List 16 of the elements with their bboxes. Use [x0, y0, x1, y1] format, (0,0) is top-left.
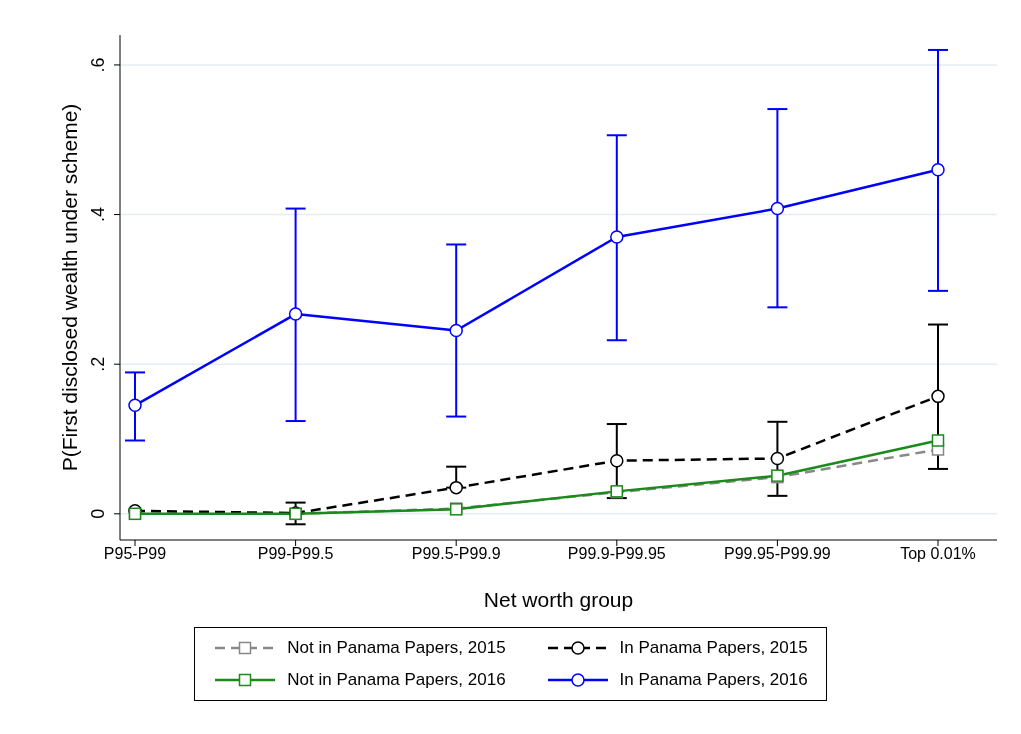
x-tick-label: P95-P99	[103, 545, 167, 563]
x-tick-label: P99-P99.5	[257, 545, 334, 563]
legend-label: In Panama Papers, 2016	[619, 670, 808, 690]
x-tick-label: P99.9-P99.95	[567, 545, 666, 563]
legend-label: In Panama Papers, 2015	[619, 638, 808, 658]
x-axis-title: Net worth group	[483, 588, 634, 611]
legend-label: Not in Panama Papers, 2016	[287, 670, 506, 690]
legend-label: Not in Panama Papers, 2015	[287, 638, 506, 658]
y-tick-label: .6	[88, 57, 108, 73]
y-tick-label: 0	[88, 508, 108, 519]
y-tick-label: .4	[88, 207, 108, 223]
y-tick-label: .2	[88, 356, 108, 372]
y-axis-title: P(First disclosed wealth under scheme)	[58, 103, 82, 472]
x-tick-label: Top 0.01%	[900, 545, 976, 563]
x-tick-label: P99.95-P99.99	[724, 545, 831, 563]
x-tick-label: P99.5-P99.9	[411, 545, 501, 563]
